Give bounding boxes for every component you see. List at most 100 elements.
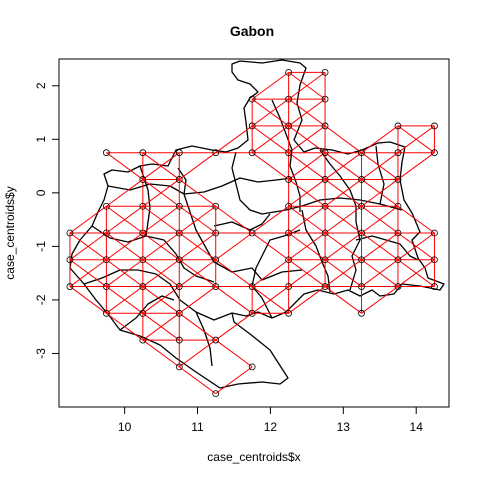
centroid-point: [394, 202, 402, 210]
centroid-point: [358, 309, 365, 317]
adjacency-edge: [178, 152, 217, 180]
centroid-point: [285, 256, 293, 264]
centroid-points: [66, 68, 438, 398]
centroid-point: [358, 202, 365, 210]
centroid-point: [139, 283, 147, 290]
y-tick-label: 1: [34, 136, 48, 143]
centroid-point: [175, 309, 183, 317]
adjacency-edge: [178, 312, 217, 341]
x-tick-label: 12: [264, 420, 278, 434]
centroid-point: [248, 363, 256, 371]
adjacency-edge: [142, 312, 180, 341]
centroid-point: [285, 229, 293, 237]
adjacency-edge: [215, 259, 253, 287]
adjacency-edge: [178, 339, 217, 368]
centroid-point: [102, 256, 110, 264]
centroid-point: [175, 229, 183, 237]
adjacency-edge: [251, 286, 289, 314]
centroid-point: [321, 176, 329, 183]
adjacency-edge: [251, 152, 289, 180]
centroid-point: [394, 122, 402, 130]
centroid-point: [321, 256, 329, 264]
region-boundaries: [69, 59, 445, 389]
centroid-point: [321, 283, 329, 290]
adjacency-edge: [361, 286, 399, 314]
centroid-point: [394, 176, 402, 183]
adjacency-edge: [106, 232, 144, 261]
centroid-point: [175, 176, 183, 183]
centroid-point: [431, 256, 438, 264]
centroid-point: [212, 336, 220, 344]
adjacency-edge: [178, 232, 217, 261]
centroid-point: [358, 283, 365, 290]
centroid-point: [431, 122, 438, 130]
x-tick-label: 11: [191, 420, 204, 434]
adjacency-edge: [288, 71, 326, 100]
y-tick-label: -1: [34, 241, 48, 252]
internal-boundary: [107, 177, 293, 195]
internal-boundary: [91, 225, 215, 283]
centroid-point: [102, 309, 110, 317]
y-tick-label: 0: [34, 189, 48, 196]
centroid-point: [285, 283, 293, 290]
adjacency-edge: [69, 205, 107, 234]
internal-boundary: [319, 149, 361, 291]
adjacency-edge: [288, 259, 326, 287]
x-tick-label: 14: [410, 420, 424, 434]
adjacency-edge: [288, 152, 326, 180]
centroid-point: [248, 95, 256, 103]
centroid-point: [102, 202, 110, 210]
x-tick-label: 10: [118, 420, 132, 434]
centroid-point: [212, 283, 220, 290]
adjacency-edge: [251, 205, 289, 234]
adjacency-edge: [142, 259, 180, 287]
adjacency-edge: [361, 125, 399, 154]
adjacency-edge: [178, 179, 217, 207]
x-tick-label: 13: [337, 420, 351, 434]
adjacency-edge: [288, 98, 326, 127]
adjacency-edge: [178, 366, 217, 395]
centroid-point: [394, 229, 402, 237]
adjacency-edge: [251, 125, 289, 154]
adjacency-edge: [324, 232, 362, 261]
adjacency-edge: [324, 205, 362, 234]
adjacency-edge: [361, 152, 399, 180]
adjacency-edge: [324, 125, 362, 154]
adjacency-edge: [288, 179, 326, 207]
y-tick-label: 2: [34, 82, 48, 89]
centroid-point: [248, 309, 256, 317]
centroid-point: [212, 202, 220, 210]
adjacency-edge: [215, 366, 253, 395]
adjacency-edge: [361, 259, 399, 287]
internal-boundary: [83, 269, 233, 321]
centroid-point: [139, 336, 147, 344]
centroid-point: [248, 149, 256, 157]
y-axis: -3 -2 -1 0 1 2: [34, 82, 60, 359]
centroid-point: [66, 229, 74, 237]
adjacency-edge: [178, 205, 217, 234]
internal-boundary: [231, 151, 403, 215]
internal-boundary: [301, 209, 331, 293]
centroid-point: [139, 256, 147, 264]
adjacency-edge: [288, 125, 326, 154]
centroid-point: [285, 309, 293, 317]
centroid-point: [394, 256, 402, 264]
centroid-point: [212, 149, 220, 157]
centroid-point: [285, 176, 293, 183]
centroid-point: [66, 256, 74, 264]
internal-boundary: [213, 213, 271, 231]
adjacency-edge: [397, 125, 435, 154]
adjacency-edge: [69, 286, 107, 314]
centroid-point: [175, 363, 183, 371]
adjacency-edge: [361, 205, 399, 234]
centroid-point: [248, 283, 256, 290]
adjacency-edge: [397, 205, 435, 234]
centroid-point: [175, 283, 183, 290]
centroid-point: [358, 176, 365, 183]
centroid-point: [139, 176, 147, 183]
adjacency-edge: [324, 286, 362, 314]
adjacency-edge: [361, 232, 399, 261]
centroid-point: [431, 149, 438, 157]
centroid-point: [321, 122, 329, 130]
centroid-point: [321, 229, 329, 237]
